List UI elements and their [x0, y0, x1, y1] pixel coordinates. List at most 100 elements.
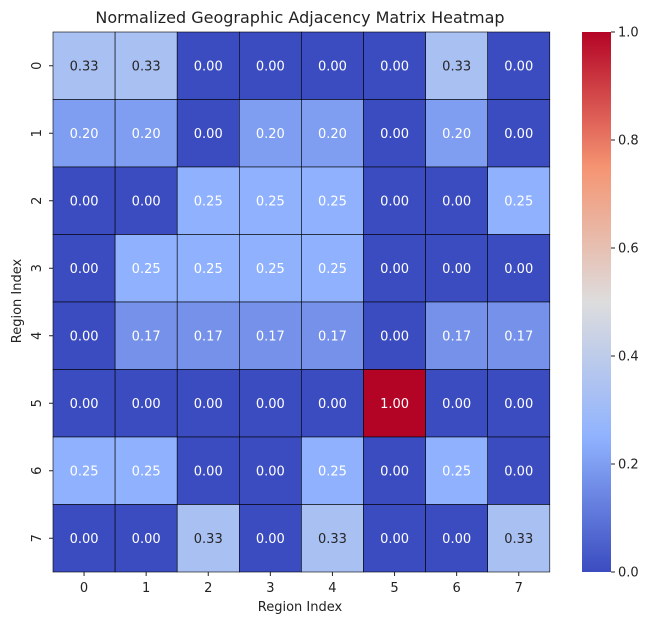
cell-value-label: 0.25	[256, 194, 285, 209]
cell-value-label: 0.00	[380, 194, 409, 209]
heatmap-cell	[301, 436, 364, 505]
cell-value-label: 0.25	[318, 194, 347, 209]
heatmap-cell	[176, 436, 240, 505]
heatmap-cell	[425, 166, 489, 235]
colorbar-tick-label: 1.0	[618, 26, 639, 41]
chart-title: Normalized Geographic Adjacency Matrix H…	[95, 8, 504, 27]
x-tick-label: 2	[204, 581, 212, 596]
cell-value-label: 0.25	[504, 194, 533, 209]
cell-value-label: 0.25	[132, 464, 161, 479]
cell-value-label: 0.25	[70, 464, 99, 479]
cell-value-label: 0.00	[194, 397, 223, 412]
colorbar-gradient	[582, 32, 611, 572]
cell-value-label: 0.00	[70, 532, 99, 547]
cell-value-label: 0.20	[132, 127, 161, 142]
heatmap-cell	[239, 301, 302, 370]
heatmap-cell	[425, 301, 489, 370]
y-tick-label: 3	[30, 264, 45, 272]
y-tick-label: 4	[30, 332, 45, 340]
x-tick-label: 7	[515, 581, 523, 596]
cell-value-label: 0.00	[256, 532, 285, 547]
x-tick-label: 6	[453, 581, 461, 596]
heatmap-cell	[52, 436, 116, 505]
cell-value-label: 0.00	[380, 329, 409, 344]
cell-value-label: 0.00	[194, 464, 223, 479]
heatmap-cell	[487, 166, 551, 235]
heatmap-cell	[301, 99, 364, 168]
cell-value-label: 0.25	[442, 464, 471, 479]
x-tick-label: 4	[328, 581, 336, 596]
heatmap-cell	[363, 369, 426, 438]
heatmap-cell	[239, 99, 302, 168]
cell-value-label: 0.00	[256, 59, 285, 74]
y-tick-label: 5	[30, 399, 45, 407]
cell-value-label: 0.00	[442, 397, 471, 412]
heatmap-cell	[176, 234, 240, 303]
heatmap-cell	[487, 31, 551, 100]
cell-value-label: 0.25	[132, 262, 161, 277]
colorbar-tick-label: 0.0	[618, 566, 639, 581]
heatmap-cell	[114, 369, 178, 438]
heatmap-cell	[301, 31, 364, 100]
y-tick-label: 1	[30, 129, 45, 137]
heatmap-cell	[425, 234, 489, 303]
heatmap-cell	[425, 436, 489, 505]
y-axis-label: Region Index	[10, 258, 25, 343]
cell-value-label: 0.00	[504, 59, 533, 74]
heatmap-cell	[301, 369, 364, 438]
cell-value-label: 0.17	[132, 329, 161, 344]
heatmap-cell	[301, 504, 364, 573]
heatmap-cell	[52, 234, 116, 303]
cell-value-label: 0.17	[318, 329, 347, 344]
colorbar-tick-label: 0.2	[618, 458, 639, 473]
cell-value-label: 0.17	[442, 329, 471, 344]
cell-value-label: 0.00	[70, 262, 99, 277]
cell-value-label: 0.33	[318, 532, 347, 547]
heatmap-cell	[114, 99, 178, 168]
heatmap-cell	[114, 436, 178, 505]
heatmap-cell	[239, 166, 302, 235]
colorbar-tick-label: 0.8	[618, 134, 639, 149]
cell-value-label: 0.00	[380, 59, 409, 74]
heatmap-cell	[363, 99, 426, 168]
y-tick-label: 0	[30, 62, 45, 70]
cell-value-label: 0.25	[318, 464, 347, 479]
x-tick-label: 1	[142, 581, 150, 596]
heatmap-cell	[487, 301, 551, 370]
cell-value-label: 0.00	[442, 262, 471, 277]
y-tick-label: 7	[30, 534, 45, 542]
cell-value-label: 0.33	[70, 59, 99, 74]
cell-value-label: 0.00	[194, 127, 223, 142]
x-tick-label: 3	[266, 581, 274, 596]
cell-value-label: 0.00	[132, 532, 161, 547]
x-tick-label: 0	[80, 581, 88, 596]
heatmap-cell	[301, 301, 364, 370]
heatmap-cell	[301, 166, 364, 235]
cell-value-label: 0.25	[318, 262, 347, 277]
y-tick-label: 2	[30, 197, 45, 205]
heatmap-cell	[301, 234, 364, 303]
x-tick-label: 5	[390, 581, 398, 596]
heatmap-cell	[363, 504, 426, 573]
heatmap-cell	[176, 369, 240, 438]
y-axis-ticks: 0 1 2 3 4 5 6 7	[30, 62, 53, 542]
cell-value-label: 0.33	[442, 59, 471, 74]
cell-value-label: 0.00	[442, 194, 471, 209]
colorbar: 0.0 0.2 0.4 0.6 0.8 1.0	[582, 26, 639, 581]
cell-value-label: 0.17	[504, 329, 533, 344]
heatmap-cell	[176, 301, 240, 370]
cell-value-label: 0.00	[256, 397, 285, 412]
cell-value-label: 0.20	[442, 127, 471, 142]
heatmap-cell	[487, 436, 551, 505]
cell-value-label: 0.25	[194, 194, 223, 209]
cell-value-label: 0.00	[380, 127, 409, 142]
colorbar-tick-label: 0.4	[618, 350, 639, 365]
cell-value-label: 0.20	[70, 127, 99, 142]
cell-value-label: 0.20	[318, 127, 347, 142]
heatmap-cell	[52, 31, 116, 100]
cell-value-label: 1.00	[380, 397, 409, 412]
cell-value-label: 0.17	[194, 329, 223, 344]
cell-value-label: 0.00	[132, 194, 161, 209]
cell-value-label: 0.00	[442, 532, 471, 547]
